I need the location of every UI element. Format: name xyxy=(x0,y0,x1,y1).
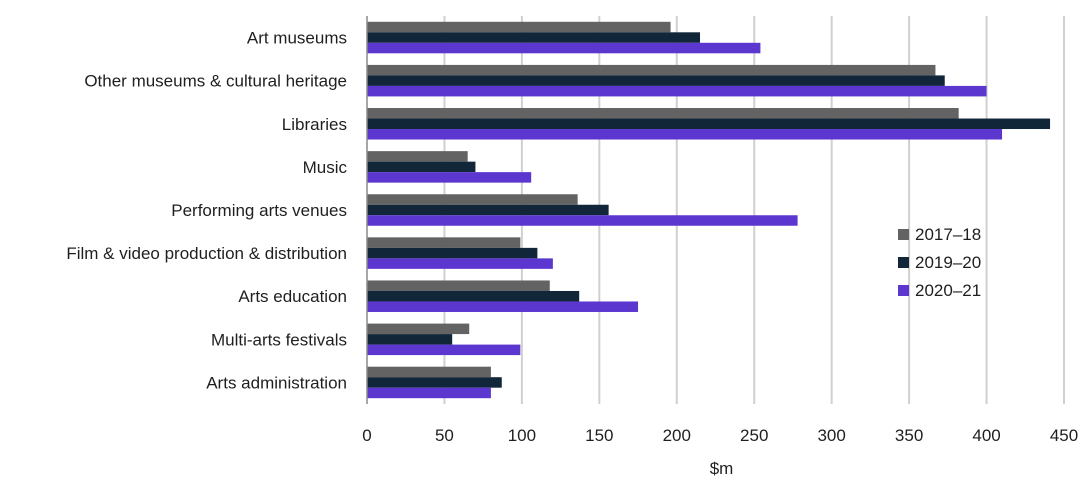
category-label: Libraries xyxy=(282,115,347,134)
bar xyxy=(367,151,468,162)
bar xyxy=(367,172,532,183)
bar xyxy=(367,161,476,173)
category-label: Art museums xyxy=(247,29,347,48)
bar xyxy=(367,258,553,269)
category-label: Arts education xyxy=(238,287,347,306)
bar xyxy=(367,42,761,54)
bar xyxy=(367,32,701,43)
x-tick-label: 150 xyxy=(585,426,613,445)
bar xyxy=(367,301,639,312)
bar xyxy=(367,64,936,76)
bar xyxy=(367,21,671,33)
x-tick-label: 350 xyxy=(895,426,923,445)
x-tick-label: 100 xyxy=(508,426,536,445)
legend-swatch xyxy=(898,285,909,296)
x-tick-label: 250 xyxy=(740,426,768,445)
category-label: Film & video production & distribution xyxy=(66,244,347,263)
x-tick-label: 0 xyxy=(362,426,371,445)
category-label: Performing arts venues xyxy=(171,201,347,220)
bar xyxy=(367,344,521,356)
legend-label: 2020–21 xyxy=(915,281,981,300)
category-label: Other museums & cultural heritage xyxy=(84,72,347,91)
bar xyxy=(367,247,538,259)
bar xyxy=(367,334,453,345)
bar xyxy=(367,108,959,119)
x-tick-label: 450 xyxy=(1050,426,1078,445)
x-tick-label: 300 xyxy=(817,426,845,445)
category-label: Music xyxy=(303,158,348,177)
category-labels: Art museums Other museums & cultural heri… xyxy=(66,29,347,393)
category-label: Multi-arts festivals xyxy=(211,330,347,349)
legend-swatch xyxy=(898,257,909,268)
bar xyxy=(367,75,945,86)
bar xyxy=(367,85,987,97)
category-label: Arts administration xyxy=(206,373,347,392)
bar xyxy=(367,280,550,291)
legend-label: 2019–20 xyxy=(915,253,981,272)
bar xyxy=(367,290,580,302)
x-tick-label: 200 xyxy=(663,426,691,445)
x-tick-label: 50 xyxy=(435,426,454,445)
bar xyxy=(367,323,470,335)
x-tick-label: 400 xyxy=(972,426,1000,445)
bar xyxy=(367,237,521,248)
bar xyxy=(367,129,1003,140)
bar xyxy=(367,194,578,205)
legend: 2017–18 2019–20 2020–21 xyxy=(898,225,981,300)
bar xyxy=(367,387,491,399)
x-axis-title: $m xyxy=(710,459,734,478)
bar xyxy=(367,118,1051,130)
legend-label: 2017–18 xyxy=(915,225,981,244)
bar xyxy=(367,215,798,226)
bar xyxy=(367,366,491,378)
bar xyxy=(367,377,502,388)
legend-swatch xyxy=(898,229,909,240)
bar xyxy=(367,204,609,216)
x-tick-labels: 0 50 100 150 200 250 300 350 400 450 xyxy=(362,426,1078,445)
bars xyxy=(367,21,1051,399)
